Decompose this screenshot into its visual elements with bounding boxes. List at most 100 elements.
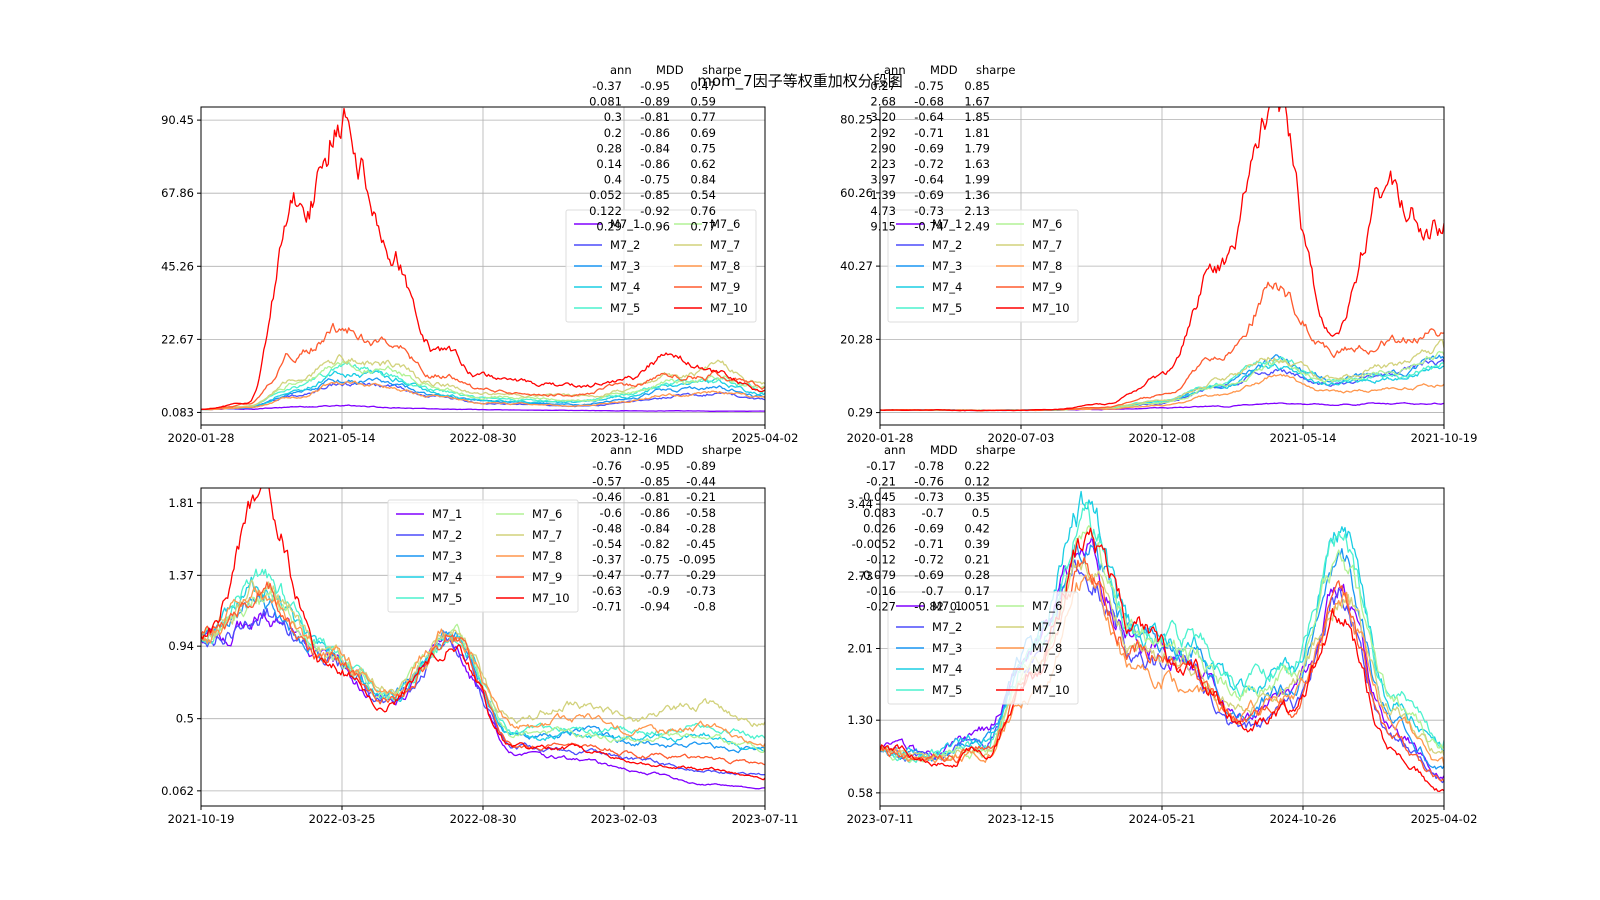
legend-label: M7_2 <box>610 238 640 252</box>
stats-cell: 0.39 <box>964 537 990 551</box>
legend-label: M7_2 <box>932 238 962 252</box>
stats-cell: -0.86 <box>640 126 670 140</box>
stats-cell: 2.23 <box>870 157 896 171</box>
stats-cell: 4.73 <box>870 204 896 218</box>
stats-cell: 0.2 <box>604 126 622 140</box>
stats-cell: 0.84 <box>690 173 716 187</box>
stats-cell: -0.45 <box>686 537 716 551</box>
stats-cell: -0.89 <box>686 459 716 473</box>
stats-cell: -0.21 <box>686 490 716 504</box>
stats-cell: -0.82 <box>914 599 944 613</box>
chart-panel-4: 2023-07-11 2023-12-15 2024-05-21 2024-10-26… <box>847 443 1478 826</box>
stats-cell: -0.71 <box>592 599 622 613</box>
x-tick-label: 2020-01-28 <box>847 431 914 445</box>
x-tick-label: 2024-05-21 <box>1129 812 1196 826</box>
legend-label: M7_7 <box>532 528 562 542</box>
stats-cell: 0.35 <box>964 490 990 504</box>
stats-cell: 0.22 <box>964 459 990 473</box>
series-line-M7_4 <box>201 369 765 411</box>
series-line-M7_1 <box>201 612 765 790</box>
stats-cell: -0.64 <box>914 110 944 124</box>
stats-header: MDD <box>656 443 684 457</box>
series-lines <box>880 490 1444 793</box>
stats-cell: -0.7 <box>922 584 944 598</box>
x-tick-label: 2025-04-02 <box>1411 812 1478 826</box>
stats-cell: 3.97 <box>870 173 896 187</box>
legend-label: M7_1 <box>932 217 962 231</box>
stats-cell: -0.71 <box>914 537 944 551</box>
x-tick-label: 2023-07-11 <box>847 812 914 826</box>
stats-cell: 0.27 <box>870 79 896 93</box>
y-tick-label: 2.73 <box>847 569 873 583</box>
stats-cell: 2.68 <box>870 95 896 109</box>
x-tick-label: 2023-12-16 <box>591 431 658 445</box>
stats-cell: 0.29 <box>596 219 622 233</box>
series-lines <box>201 488 765 790</box>
stats-cell: -0.71 <box>914 126 944 140</box>
legend-box <box>887 591 1079 705</box>
stats-cell: -0.079 <box>859 568 896 582</box>
stats-table: ann MDD sharpe-0.76 -0.95 -0.89-0.57 -0.85 -0.… <box>592 443 741 613</box>
stats-cell: -0.29 <box>686 568 716 582</box>
stats-cell: -0.81 <box>640 490 670 504</box>
stats-cell: 3.20 <box>870 110 896 124</box>
y-tick-label: 1.30 <box>847 713 873 727</box>
stats-cell: 0.122 <box>589 204 622 218</box>
stats-cell: -0.16 <box>866 584 896 598</box>
stats-cell: -0.84 <box>640 141 670 155</box>
stats-cell: -0.44 <box>686 475 716 489</box>
stats-cell: -0.95 <box>640 79 670 93</box>
x-tick-label: 2024-10-26 <box>1270 812 1337 826</box>
legend-label: M7_2 <box>432 528 462 542</box>
x-tick-label: 2022-03-25 <box>309 812 376 826</box>
stats-header: ann <box>884 63 906 77</box>
stats-cell: -0.69 <box>914 188 944 202</box>
stats-header: sharpe <box>976 443 1015 457</box>
stats-cell: -0.58 <box>686 506 716 520</box>
chart-panel-1: 2020-01-28 2021-05-14 2022-08-30 2023-12-16… <box>161 63 798 445</box>
stats-cell: -0.86 <box>640 157 670 171</box>
x-tick-label: 2021-10-19 <box>1411 431 1478 445</box>
stats-cell: -0.81 <box>640 110 670 124</box>
stats-cell: 0.026 <box>863 521 896 535</box>
stats-cell: -0.84 <box>640 521 670 535</box>
y-tick-label: 40.27 <box>840 259 873 273</box>
stats-cell: -0.045 <box>859 490 896 504</box>
y-tick-label: 0.29 <box>847 406 873 420</box>
series-line-M7_6 <box>880 525 1444 763</box>
y-tick-label: 0.58 <box>847 786 873 800</box>
stats-cell: 0.75 <box>690 141 716 155</box>
stats-cell: -0.095 <box>679 553 716 567</box>
legend-label: M7_8 <box>1032 259 1062 273</box>
stats-cell: -0.76 <box>592 459 622 473</box>
x-tick-label: 2022-08-30 <box>450 431 517 445</box>
y-tick-label: 90.45 <box>161 113 194 127</box>
stats-cell: -0.85 <box>640 188 670 202</box>
series-line-M7_10 <box>201 107 765 411</box>
stats-cell: -0.8 <box>694 599 716 613</box>
stats-cell: 0.76 <box>690 204 716 218</box>
y-tick-label: 0.083 <box>161 405 194 419</box>
legend-label: M7_9 <box>532 570 562 584</box>
legend-label: M7_3 <box>932 641 962 655</box>
series-line-M7_10 <box>880 527 1444 793</box>
legend-label: M7_2 <box>932 620 962 634</box>
x-tick-label: 2020-01-28 <box>168 431 235 445</box>
stats-cell: 0.083 <box>863 506 896 520</box>
stats-cell: -0.76 <box>914 475 944 489</box>
stats-cell: -0.37 <box>592 79 622 93</box>
legend-label: M7_4 <box>932 280 962 294</box>
stats-cell: 0.14 <box>596 157 622 171</box>
legend-label: M7_7 <box>1032 620 1062 634</box>
legend-label: M7_7 <box>1032 238 1062 252</box>
stats-header: ann <box>610 443 632 457</box>
legend-label: M7_4 <box>432 570 462 584</box>
series-lines <box>201 107 765 412</box>
x-tick-label: 2020-07-03 <box>988 431 1055 445</box>
stats-table: ann MDD sharpe -0.17 -0.78 0.22 -0.21 -0.76 0.12… <box>852 443 1016 613</box>
stats-cell: 2.49 <box>964 219 990 233</box>
stats-cell: 0.42 <box>964 521 990 535</box>
stats-cell: 0.17 <box>964 584 990 598</box>
stats-cell: -0.86 <box>640 506 670 520</box>
stats-cell: -0.54 <box>592 537 622 551</box>
